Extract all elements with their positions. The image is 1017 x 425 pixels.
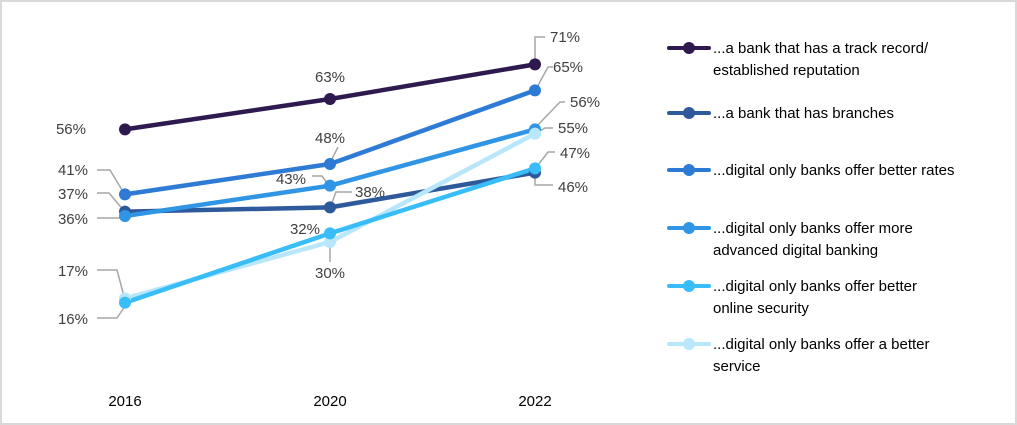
legend-label: ...digital only banks offer better rates: [713, 162, 955, 179]
data-label: 47%: [560, 145, 590, 162]
legend-item-online-security: ...digital only banks offer better online…: [667, 276, 1003, 320]
legend-label-cont: established reputation: [713, 62, 860, 79]
leader-line: [534, 66, 553, 92]
x-tick-label: 2020: [313, 393, 346, 410]
legend-swatch-icon: [667, 276, 711, 296]
data-point-4-1: [324, 227, 336, 240]
data-point-0-2: [529, 58, 541, 71]
data-label: 43%: [276, 171, 306, 188]
data-label: 71%: [550, 29, 580, 46]
x-axis-ticks: 2016 2020 2022: [108, 393, 551, 410]
data-point-5-2: [529, 127, 541, 140]
legend-swatch-icon: [667, 218, 711, 238]
legend-item-track-record: ...a bank that has a track record/establ…: [667, 38, 1003, 82]
legend-label-cont: online security: [713, 300, 809, 317]
legend-label: ...a bank that has branches: [713, 105, 894, 122]
leader-line: [534, 151, 555, 170]
data-labels: 56% 63% 71% 37% 38% 46% 41% 48% 65% 36% 43% 56% 16% 3…: [56, 29, 600, 328]
data-point-5-1: [324, 236, 336, 249]
data-label: 56%: [570, 94, 600, 111]
data-point-2-2: [529, 84, 541, 97]
legend-swatch-icon: [667, 334, 711, 354]
leader-line: [97, 269, 126, 301]
leader-line: [97, 169, 126, 196]
data-label: 30%: [315, 265, 345, 282]
data-label: 17%: [58, 263, 88, 280]
data-label: 16%: [58, 311, 88, 328]
data-point-3-0: [119, 210, 131, 223]
data-label: 63%: [315, 69, 345, 86]
x-tick-label: 2022: [518, 393, 551, 410]
data-label: 37%: [58, 186, 88, 203]
legend-label: ...digital only banks offer a better: [713, 336, 930, 353]
data-point-4-0: [119, 296, 131, 309]
legend-label: ...digital only banks offer more: [713, 220, 913, 237]
data-label: 65%: [553, 59, 583, 76]
data-point-0-0: [119, 123, 131, 136]
data-label: 32%: [290, 221, 320, 238]
data-label: 38%: [355, 184, 385, 201]
legend-label-cont: service: [713, 358, 761, 375]
legend-label: ...a bank that has a track record/: [713, 40, 929, 57]
legend-item-better-service: ...digital only banks offer a better serv…: [667, 334, 1003, 378]
data-point-1-1: [324, 201, 336, 214]
leader-line: [97, 305, 126, 319]
leader-line: [97, 192, 126, 213]
data-label: 36%: [58, 211, 88, 228]
legend-swatch-icon: [667, 160, 711, 180]
series-points: [119, 58, 541, 309]
x-tick-label: 2016: [108, 393, 141, 410]
leader-line: [534, 36, 545, 64]
legend-item-branches: ...a bank that has branches: [667, 103, 1003, 125]
legend-label-cont: advanced digital banking: [713, 242, 879, 259]
data-label: 48%: [315, 130, 345, 147]
legend-label: ...digital only banks offer better: [713, 278, 918, 295]
legend-item-better-rates: ...digital only banks offer better rates: [667, 160, 1003, 182]
data-label: 46%: [558, 179, 588, 196]
data-point-0-1: [324, 93, 336, 106]
legend-swatch-icon: [667, 103, 711, 123]
data-point-4-2: [529, 162, 541, 175]
data-label: 56%: [56, 121, 86, 138]
data-point-3-1: [324, 179, 336, 192]
data-point-2-0: [119, 188, 131, 201]
data-point-2-1: [324, 158, 336, 171]
data-label: 41%: [58, 162, 88, 179]
legend-swatch-icon: [667, 38, 711, 58]
data-label: 55%: [558, 120, 588, 137]
leader-line: [534, 101, 565, 129]
legend-item-advanced-digital: ...digital only banks offer more advanced…: [667, 218, 1003, 262]
leader-lines: [97, 36, 565, 319]
